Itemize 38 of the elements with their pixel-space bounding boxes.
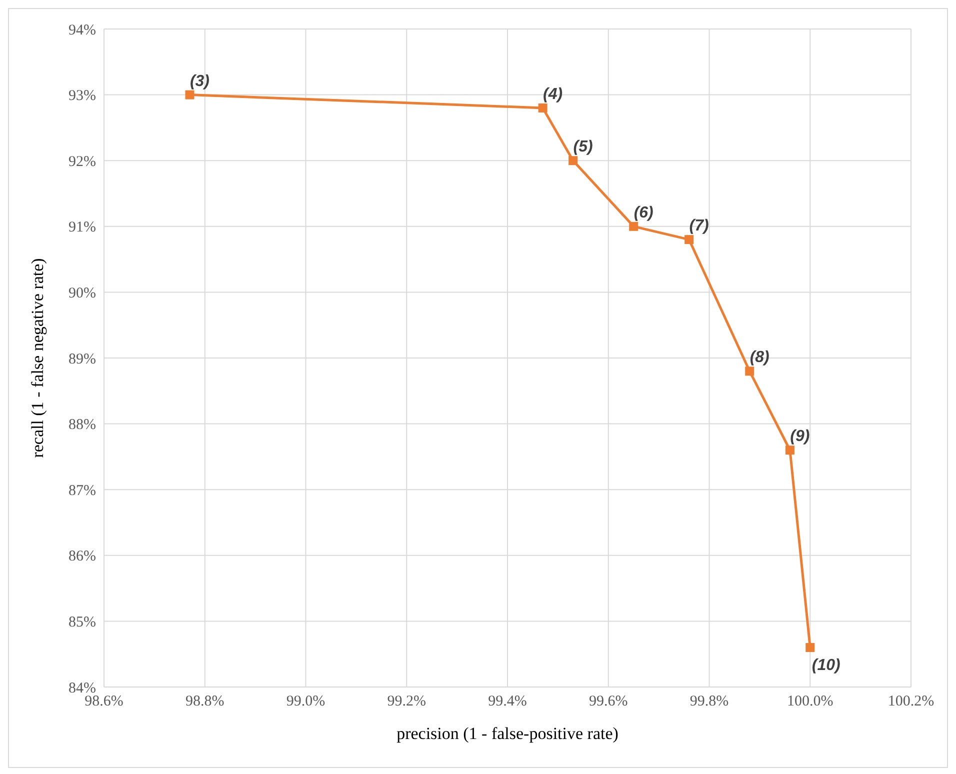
y-tick-label: 88% (68, 417, 96, 434)
y-tick-label: 92% (68, 154, 96, 170)
y-tick-label: 91% (68, 220, 96, 236)
x-tick-label: 98.8% (186, 694, 224, 710)
y-tick-label: 90% (68, 286, 96, 302)
point (785, 446, 794, 455)
y-tick-label: 84% (68, 680, 96, 696)
annotation: (8) (750, 349, 770, 366)
y-axis-title: recall (1 - false negative rate) (28, 258, 48, 458)
x-tick-label: 99.4% (488, 694, 527, 710)
annotation: (4) (543, 86, 563, 103)
annotation: (9) (790, 428, 810, 446)
x-tick-label: 100.0% (787, 694, 834, 710)
x-tick-label: 99.8% (690, 694, 729, 710)
x-axis-title: precision (1 - false-positive rate) (396, 724, 618, 743)
point (185, 90, 194, 100)
x-tick-label: 100.2% (888, 694, 934, 710)
x-tick-label: 99.2% (387, 694, 426, 710)
annotation: (6) (634, 204, 654, 222)
y-tick-label: 86% (68, 548, 96, 565)
y-tick-label: 93% (68, 88, 96, 104)
annotation: (7) (689, 218, 709, 235)
x-tick-label: 99.0% (286, 694, 326, 710)
annotation: (3) (190, 72, 210, 90)
y-tick-label: 87% (68, 482, 96, 499)
x-tick-label: 99.6% (589, 694, 628, 710)
point (568, 156, 578, 166)
y-tick-label: 94% (68, 22, 96, 38)
annotation: (5) (573, 138, 593, 156)
point (629, 222, 638, 231)
point (806, 643, 815, 652)
point (538, 103, 548, 112)
y-tick-label: 85% (68, 614, 96, 631)
annotation: (10) (812, 656, 840, 674)
x-tick-label: 98.6% (84, 694, 124, 710)
point (745, 366, 754, 376)
point (684, 235, 694, 244)
y-tick-label: 89% (68, 351, 96, 368)
